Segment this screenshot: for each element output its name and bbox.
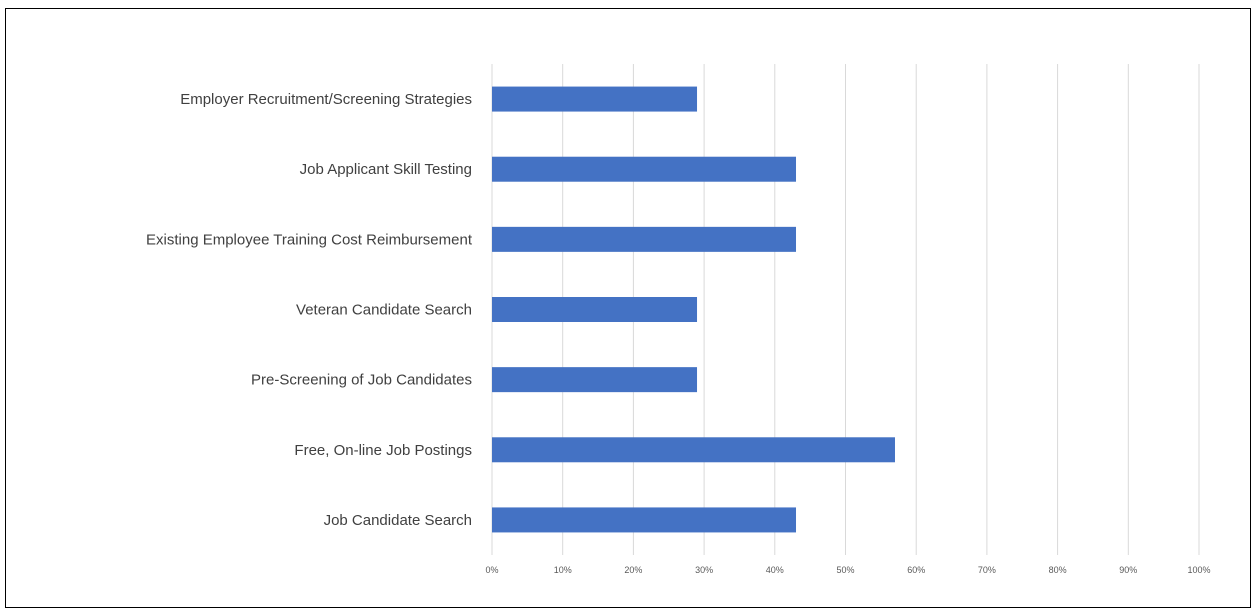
chart-frame: Employer Recruitment/Screening Strategie… bbox=[5, 8, 1251, 608]
x-tick-label: 80% bbox=[1049, 565, 1067, 575]
bar-chart: Employer Recruitment/Screening Strategie… bbox=[146, 64, 1211, 575]
category-label: Job Candidate Search bbox=[324, 512, 472, 529]
x-tick-label: 60% bbox=[907, 565, 925, 575]
x-tick-label: 10% bbox=[554, 565, 572, 575]
x-tick-label: 70% bbox=[978, 565, 996, 575]
x-tick-label: 30% bbox=[695, 565, 713, 575]
gridlines bbox=[491, 64, 1200, 555]
bar bbox=[492, 367, 698, 393]
category-label: Employer Recruitment/Screening Strategie… bbox=[180, 91, 472, 108]
x-tick-label: 20% bbox=[624, 565, 642, 575]
x-tick-label: 90% bbox=[1119, 565, 1137, 575]
category-label: Pre-Screening of Job Candidates bbox=[251, 372, 472, 389]
bar bbox=[492, 226, 797, 252]
category-label: Existing Employee Training Cost Reimburs… bbox=[146, 231, 473, 248]
x-tick-label: 40% bbox=[766, 565, 784, 575]
category-label: Veteran Candidate Search bbox=[296, 302, 472, 319]
category-labels: Employer Recruitment/Screening Strategie… bbox=[146, 91, 473, 529]
bar bbox=[492, 156, 797, 182]
x-tick-label: 100% bbox=[1187, 565, 1210, 575]
bars bbox=[492, 86, 895, 533]
x-tick-labels: 0% 10% 20% 30% 40% 50% 60% 70% 80% 90% 100% bbox=[485, 565, 1210, 575]
bar bbox=[492, 297, 698, 322]
x-tick-label: 0% bbox=[485, 565, 498, 575]
bar bbox=[492, 86, 698, 112]
bar bbox=[492, 437, 895, 463]
x-tick-label: 50% bbox=[836, 565, 854, 575]
category-label: Job Applicant Skill Testing bbox=[300, 161, 472, 178]
category-label: Free, On-line Job Postings bbox=[294, 442, 472, 459]
bar bbox=[492, 507, 797, 533]
